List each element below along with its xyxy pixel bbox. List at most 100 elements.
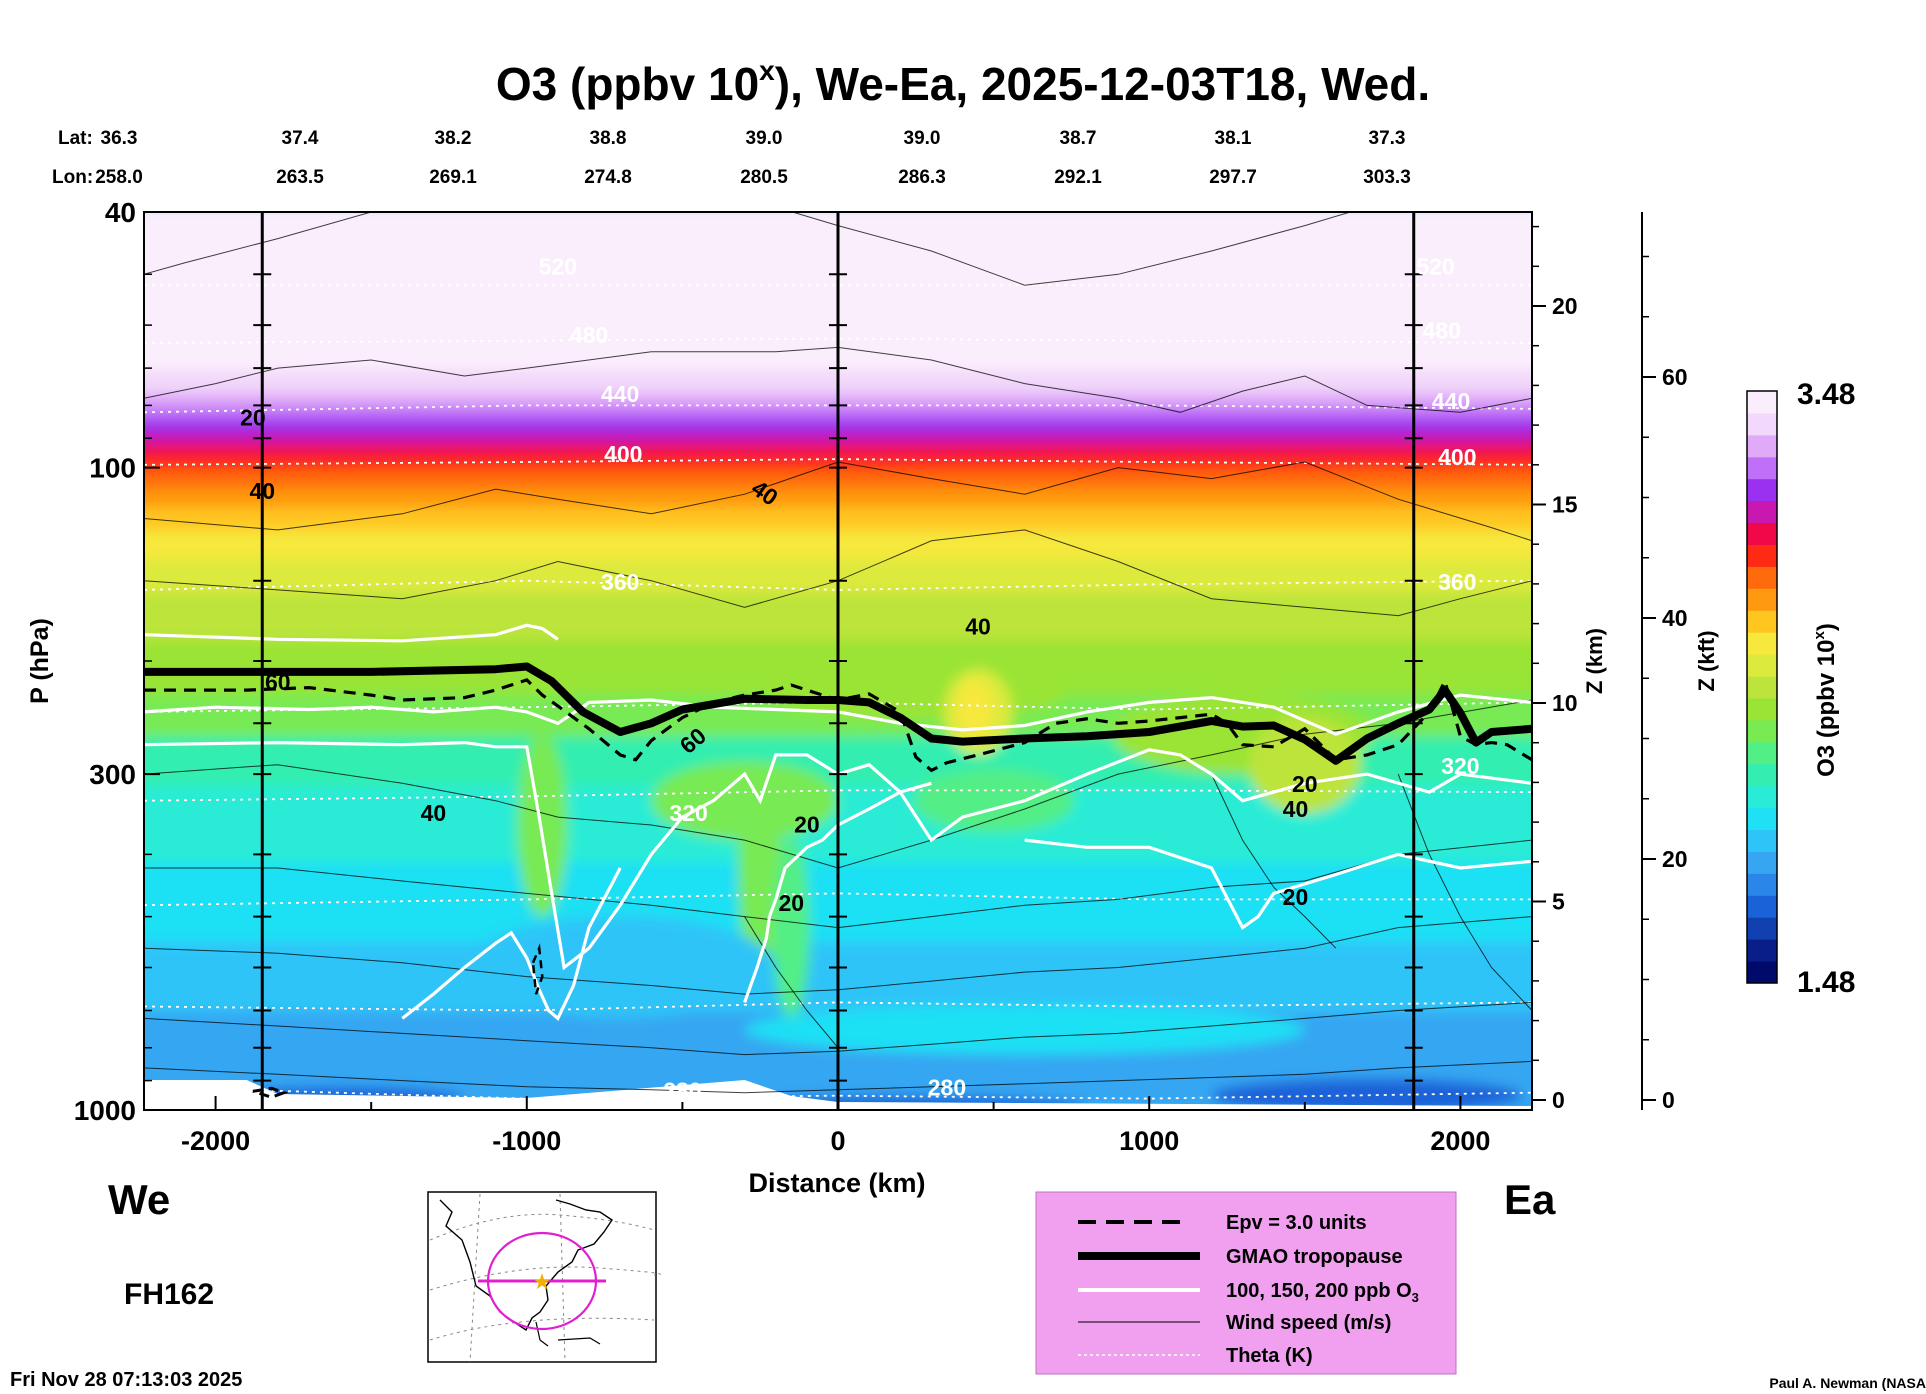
legend-ozone-text: 100, 150, 200 ppb O: [1226, 1280, 1412, 1302]
colorbar-swatch: [1747, 588, 1777, 611]
terrain-mask: [144, 1080, 1532, 1110]
lon-value: 280.5: [740, 167, 788, 188]
title-prefix: O3 (ppbv 10: [496, 58, 759, 110]
y-axis-title: P (hPa): [26, 618, 54, 704]
ozone-ppb-contour: [144, 623, 559, 643]
colorbar-swatch: [1747, 500, 1777, 524]
colorbar-title-superscript: x: [1811, 630, 1828, 639]
svg-text:★: ★: [532, 1269, 552, 1294]
colorbar-swatch: [1747, 873, 1777, 896]
ozone-ppb-contour: [1024, 838, 1532, 930]
wind-speed-contour: [144, 916, 1532, 995]
legend-ozone-subscript: 3: [1412, 1290, 1419, 1305]
colorbar-swatch: [1747, 961, 1777, 984]
epv-line: [531, 943, 544, 995]
ozone-feature: [517, 733, 568, 917]
z-kft-tick-label: 0: [1662, 1087, 1675, 1113]
legend: Epv = 3.0 units GMAO tropopause 100, 150…: [1035, 1191, 1457, 1375]
y-tick-label: 1000: [74, 1095, 136, 1126]
legend-ozone-label: 100, 150, 200 ppb O3: [1226, 1280, 1419, 1305]
theta-label: 360: [601, 569, 639, 595]
colorbar-swatch: [1747, 434, 1777, 458]
colorbar-title: O3 (ppbv 10x): [1811, 623, 1840, 777]
x-axis-title: Distance (km): [748, 1168, 925, 1198]
theta-label: 360: [1438, 569, 1476, 595]
z-kft-axis-title: Z (kft): [1694, 630, 1719, 691]
colorbar-swatch: [1747, 763, 1777, 787]
colorbar-max-label: 3.48: [1797, 378, 1855, 411]
z-km-tick-label: 15: [1552, 492, 1578, 518]
x-tick-label: 0: [830, 1126, 845, 1156]
colorbar-title-suffix: ): [1813, 623, 1840, 631]
epv-line: [252, 1086, 289, 1099]
ozone-feature: [912, 768, 1075, 833]
axes: -2000 -1000 0 1000 2000 40 100 300 1000 0 5 10 15 20 0…: [74, 197, 1688, 1156]
lon-value: 292.1: [1054, 167, 1102, 188]
z-kft-tick-label: 40: [1662, 605, 1688, 631]
wind-speed-contour: [144, 212, 1353, 286]
colorbar-swatch: [1747, 917, 1777, 940]
ozone-feature: [651, 761, 838, 841]
x-tick-label: -2000: [181, 1126, 250, 1156]
colorbar: [1746, 390, 1778, 984]
east-direction-label: Ea: [1504, 1176, 1556, 1223]
legend-tropopause-label: GMAO tropopause: [1226, 1246, 1403, 1268]
ozone-feature: [277, 1021, 652, 1075]
theta-label: 400: [604, 441, 642, 467]
colorbar-swatch: [1747, 566, 1777, 589]
wind-speed-label: 20: [794, 812, 820, 838]
lon-value: 263.5: [276, 167, 324, 188]
lon-value: 286.3: [898, 167, 946, 188]
z-km-tick-label: 10: [1552, 690, 1578, 716]
legend-wind-label: Wind speed (m/s): [1226, 1312, 1391, 1334]
x-tick-label: -1000: [492, 1126, 561, 1156]
colorbar-swatch: [1747, 522, 1777, 545]
wind-speed-label: 40: [1283, 796, 1309, 822]
lat-value: 39.0: [746, 128, 783, 149]
ozone-feature: [956, 678, 994, 741]
wind-speed-contour: [1397, 773, 1532, 1011]
theta-label: 280: [928, 1075, 966, 1101]
lat-value: 38.7: [1060, 128, 1097, 149]
theta-label: 320: [669, 800, 707, 826]
lat-value: 37.4: [282, 128, 319, 149]
wind-speed-label: 20: [1292, 771, 1318, 797]
z-kft-tick-label: 60: [1662, 364, 1688, 390]
title-superscript: x: [759, 55, 775, 86]
lat-value: 36.3: [101, 128, 138, 149]
colorbar-title-prefix: O3 (ppbv 10: [1813, 639, 1840, 776]
lon-label: Lon:: [52, 167, 93, 188]
ozone-ppb-contour: [144, 693, 1532, 736]
ozone-feature: [744, 1004, 1305, 1055]
theta-label: 480: [1423, 318, 1461, 344]
colorbar-swatch: [1747, 851, 1777, 874]
ozone-ppb-contour: [144, 740, 1532, 971]
lon-value: 303.3: [1363, 167, 1411, 188]
wind-speed-label: 20: [240, 405, 266, 431]
colorbar-swatch: [1747, 785, 1777, 809]
ozone-ppb-contour: [743, 781, 932, 1003]
wind-speed-contour: [144, 1001, 1532, 1056]
theta-label: 400: [1438, 444, 1476, 470]
forecast-hour-label: FH162: [124, 1278, 214, 1311]
z-km-tick-label: 5: [1552, 889, 1565, 915]
tropopause-line: [144, 662, 1532, 765]
wind-speed-label: 40: [965, 614, 991, 640]
lat-value: 38.8: [590, 128, 627, 149]
colorbar-swatch: [1747, 807, 1777, 831]
colorbar-swatch: [1747, 391, 1777, 414]
colorbar-swatch: [1747, 544, 1777, 567]
theta-label: 320: [1441, 753, 1479, 779]
wind-speed-contour: [1211, 773, 1337, 949]
theta-label: 440: [601, 381, 639, 407]
epv-line: [144, 676, 1532, 773]
colorbar-swatch: [1747, 895, 1777, 918]
y-tick-label: 40: [105, 197, 136, 228]
x-tick-label: 2000: [1430, 1126, 1490, 1156]
colorbar-min-label: 1.48: [1797, 966, 1855, 999]
colorbar-swatch: [1747, 719, 1777, 743]
lat-lon-values: 36.3 37.4 38.2 38.8 39.0 39.0 38.7 38.1 37.3 258.…: [95, 128, 1411, 188]
